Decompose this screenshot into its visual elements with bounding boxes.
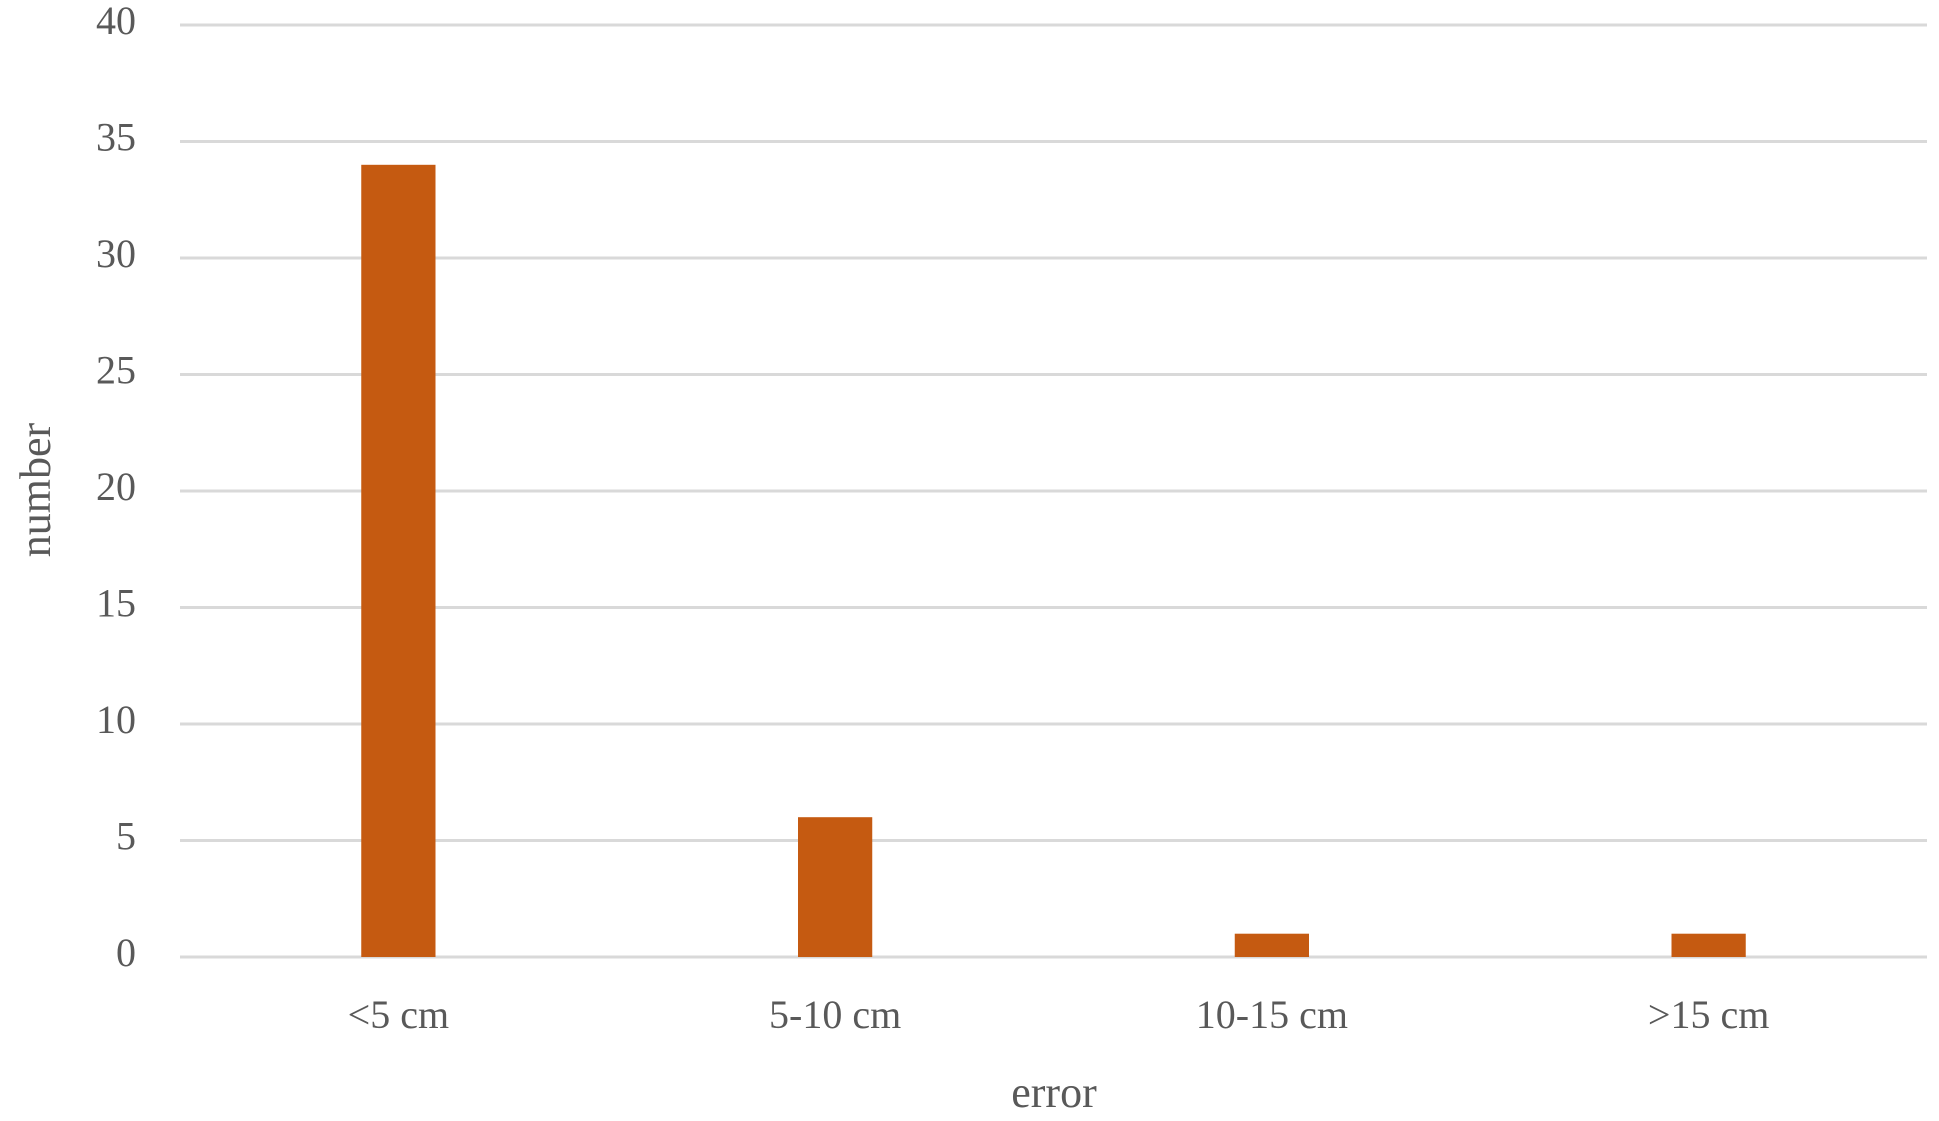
y-tick-label: 35 [96, 115, 136, 160]
y-tick-label: 20 [96, 464, 136, 509]
y-tick-label: 0 [116, 930, 136, 975]
y-tick-label: 40 [96, 0, 136, 43]
y-axis-title: number [11, 422, 60, 557]
x-axis-title: error [1011, 1068, 1097, 1117]
x-tick-label: 10-15 cm [1196, 992, 1348, 1037]
y-tick-label: 15 [96, 581, 136, 626]
y-tick-label: 25 [96, 348, 136, 393]
bar [798, 817, 873, 957]
y-tick-label: 10 [96, 697, 136, 742]
bar [361, 164, 436, 958]
bar [1671, 933, 1746, 957]
bar [1234, 933, 1309, 957]
y-tick-label: 30 [96, 231, 136, 276]
x-tick-label: >15 cm [1648, 992, 1769, 1037]
y-tick-label: 5 [116, 814, 136, 859]
x-tick-label: 5-10 cm [769, 992, 901, 1037]
x-tick-label: <5 cm [348, 992, 449, 1037]
